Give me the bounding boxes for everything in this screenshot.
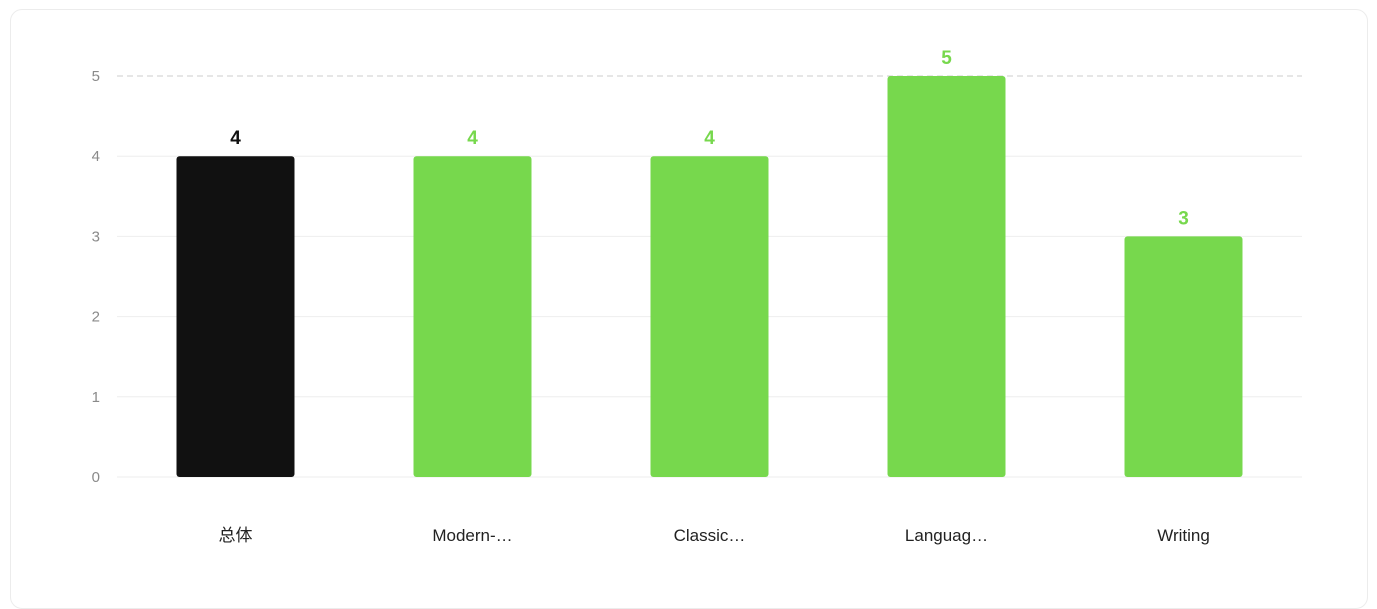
x-category-label: Classic… bbox=[674, 526, 746, 545]
bar bbox=[413, 156, 532, 477]
bar-value-label: 4 bbox=[230, 128, 241, 149]
x-axis-categories: 总体 Modern-… Classic… Languag… Writing bbox=[219, 526, 1210, 545]
x-category-label: Modern-… bbox=[432, 526, 512, 545]
bar bbox=[1124, 236, 1243, 477]
y-tick-label: 1 bbox=[92, 389, 100, 406]
y-tick-label: 0 bbox=[92, 469, 100, 486]
y-axis-ticks: 0 1 2 3 4 5 bbox=[92, 68, 100, 486]
bar-value-label: 5 bbox=[941, 48, 952, 69]
y-tick-label: 5 bbox=[92, 68, 100, 85]
x-category-label: Writing bbox=[1157, 526, 1210, 545]
bar bbox=[176, 156, 295, 477]
bar bbox=[650, 156, 769, 477]
bar-value-label: 4 bbox=[704, 128, 715, 149]
bars bbox=[176, 76, 1243, 477]
x-category-label: 总体 bbox=[219, 526, 253, 545]
y-tick-label: 3 bbox=[92, 228, 100, 245]
bar-value-label: 4 bbox=[467, 128, 478, 149]
bar-value-label: 3 bbox=[1178, 208, 1189, 229]
bar bbox=[887, 76, 1006, 477]
y-tick-label: 2 bbox=[92, 309, 100, 326]
value-labels: 4 4 4 5 3 bbox=[230, 48, 1189, 229]
y-tick-label: 4 bbox=[92, 148, 100, 165]
x-category-label: Languag… bbox=[905, 526, 988, 545]
